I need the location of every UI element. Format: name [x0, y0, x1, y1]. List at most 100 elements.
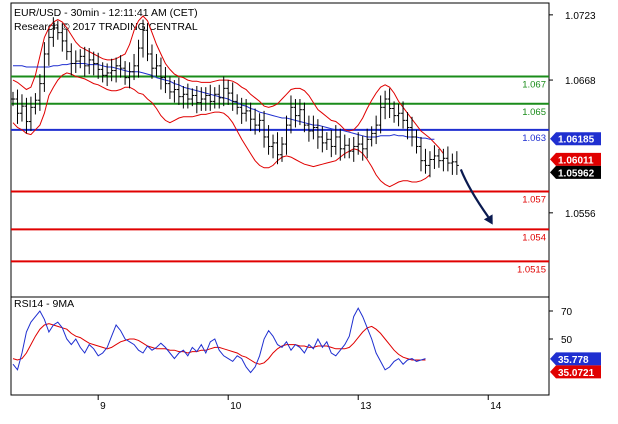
price-bar — [266, 125, 271, 155]
price-bar — [136, 39, 141, 78]
price-bar — [410, 116, 415, 147]
price-bar — [46, 29, 51, 66]
level-label-5: 1.0515 — [517, 264, 546, 275]
price-bar — [185, 83, 190, 109]
price-bar — [69, 43, 74, 76]
price-bar — [244, 99, 249, 122]
price-bar — [127, 62, 132, 89]
price-tags: 1.06185 1.06011 1.05962 35.778 35.0721 — [550, 132, 601, 379]
price-bar — [351, 136, 356, 162]
price-bar — [320, 126, 325, 153]
svg-text:1.06185: 1.06185 — [558, 135, 595, 146]
bars-layer — [11, 17, 459, 178]
price-bar — [239, 97, 244, 124]
price-bar — [28, 96, 33, 132]
price-bar — [423, 148, 428, 174]
arrow-layer — [459, 169, 493, 225]
price-bar — [257, 113, 262, 133]
rsi-tick-label-0: 70 — [561, 307, 573, 318]
price-bar — [356, 132, 361, 155]
price-bar — [64, 29, 69, 60]
price-bar — [324, 132, 329, 150]
y-tick-label-1: 1.0668 — [565, 76, 596, 87]
price-bar — [176, 77, 181, 105]
price-bar — [132, 53, 137, 81]
forecast-arrow-head — [483, 214, 493, 225]
x-tick-label-1: 10 — [230, 401, 242, 412]
lower-band-line — [12, 72, 431, 188]
price-bar — [271, 134, 276, 159]
price-bar — [194, 85, 199, 114]
price-bar — [360, 135, 365, 161]
price-bar — [297, 99, 302, 126]
y-tick-label-2: 1.0556 — [565, 209, 596, 220]
price-bar — [365, 128, 370, 159]
price-bar — [51, 17, 56, 47]
price-bar — [87, 48, 92, 75]
price-bar — [392, 101, 397, 123]
price-bar — [248, 102, 253, 132]
price-bar — [145, 23, 150, 62]
price-bar — [141, 19, 146, 58]
price-bar — [347, 138, 352, 159]
price-bar — [302, 102, 307, 133]
price-bar — [275, 132, 280, 165]
price-bar — [288, 95, 293, 134]
price-bar — [203, 87, 208, 111]
price-bar — [262, 110, 267, 148]
level-label-3: 1.057 — [522, 194, 546, 205]
y-tick-label-0: 1.0723 — [565, 11, 596, 22]
price-bar — [123, 61, 128, 85]
price-bar — [369, 126, 374, 147]
price-bar — [280, 136, 284, 162]
price-bar — [199, 87, 204, 111]
price-bar — [315, 119, 320, 149]
price-bar — [60, 23, 65, 52]
price-tag-1: 1.06011 — [550, 152, 601, 166]
x-axis: 9 10 13 14 — [97, 395, 502, 412]
price-bar — [105, 63, 110, 86]
price-bar — [100, 62, 105, 83]
rsi-panel-frame — [10, 296, 550, 396]
price-bar — [338, 128, 343, 161]
price-bar — [427, 151, 432, 178]
svg-text:35.778: 35.778 — [558, 355, 589, 366]
price-bar — [15, 89, 20, 124]
price-bar — [450, 153, 455, 175]
price-bar — [37, 74, 42, 111]
price-bar — [181, 85, 186, 109]
price-bar — [253, 108, 258, 135]
price-tag-2: 1.05962 — [550, 165, 601, 179]
price-bar — [383, 90, 388, 120]
price-bar — [436, 148, 441, 168]
price-bar — [230, 82, 235, 111]
price-bar — [387, 88, 392, 118]
rsi-ma-line — [12, 323, 426, 365]
y-axis: 1.0723 1.0668 1.0556 70 50 — [549, 11, 596, 346]
price-bar — [306, 115, 311, 142]
price-bar — [217, 84, 222, 109]
price-bar — [418, 136, 423, 172]
price-bar — [333, 125, 338, 155]
price-tag-0: 1.06185 — [550, 132, 601, 146]
price-bar — [42, 42, 47, 92]
price-bar — [441, 148, 446, 172]
price-bar — [19, 94, 24, 122]
price-bar — [11, 91, 15, 107]
price-bar — [208, 84, 213, 111]
price-bar — [73, 50, 78, 73]
price-bar — [190, 88, 195, 107]
price-bar — [96, 52, 101, 79]
price-bar — [172, 80, 177, 103]
price-bar — [78, 49, 83, 69]
price-bar — [454, 151, 459, 175]
price-bar — [284, 115, 289, 155]
price-bar — [226, 80, 231, 105]
price-bar — [118, 55, 123, 78]
price-bar — [342, 134, 347, 159]
price-bar — [24, 97, 29, 134]
price-bar — [221, 76, 226, 107]
price-bar — [167, 76, 172, 100]
svg-text:1.05962: 1.05962 — [558, 168, 595, 179]
